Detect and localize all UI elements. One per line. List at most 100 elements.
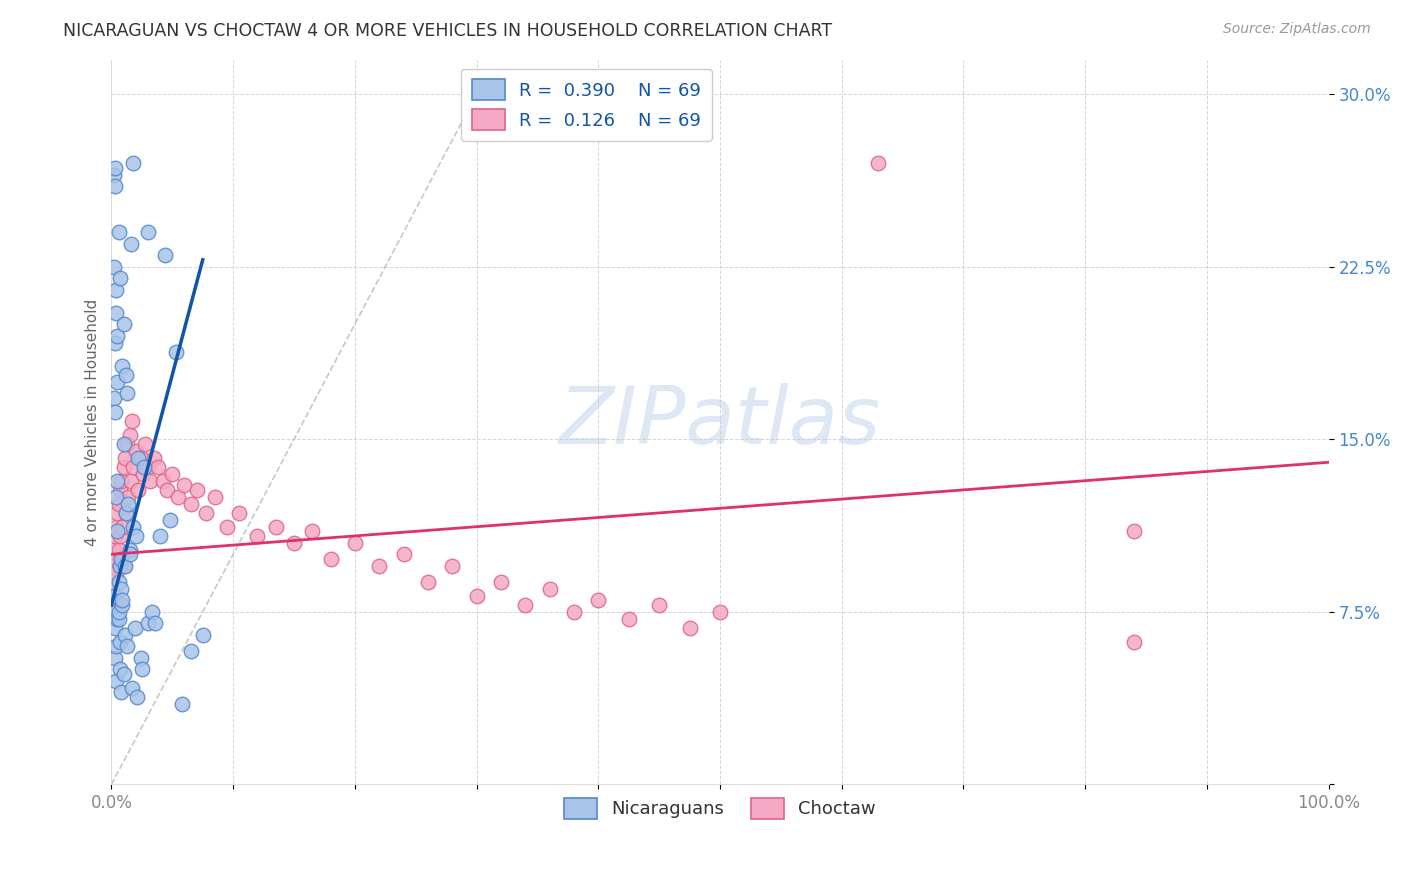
Point [121, 681, 143, 695]
Point [107, 524, 129, 539]
Point [515, 598, 537, 612]
Point [159, 513, 181, 527]
Point [131, 662, 153, 676]
Point [115, 437, 138, 451]
Point [103, 542, 125, 557]
Point [125, 690, 148, 704]
Point [108, 271, 131, 285]
Point [139, 474, 162, 488]
Point [118, 547, 141, 561]
Point [146, 459, 169, 474]
Point [1122, 634, 1144, 648]
Point [868, 156, 890, 170]
Point [132, 467, 155, 481]
Point [538, 582, 561, 596]
Point [110, 685, 132, 699]
Point [118, 427, 141, 442]
Point [134, 437, 156, 451]
Point [392, 547, 415, 561]
Point [107, 375, 129, 389]
Point [228, 506, 250, 520]
Point [465, 589, 488, 603]
Point [104, 161, 127, 175]
Point [191, 628, 214, 642]
Point [107, 225, 129, 239]
Point [111, 359, 134, 373]
Point [122, 519, 145, 533]
Point [165, 344, 187, 359]
Y-axis label: 4 or more Vehicles in Household: 4 or more Vehicles in Household [86, 299, 100, 546]
Point [114, 628, 136, 642]
Point [195, 506, 218, 520]
Point [105, 640, 128, 654]
Point [117, 490, 139, 504]
Point [108, 558, 131, 573]
Point [215, 519, 238, 533]
Point [112, 437, 135, 451]
Point [180, 644, 202, 658]
Point [104, 335, 127, 350]
Point [108, 483, 131, 497]
Point [153, 248, 176, 262]
Point [186, 483, 208, 497]
Point [105, 566, 128, 580]
Point [115, 368, 138, 382]
Point [114, 450, 136, 465]
Point [108, 662, 131, 676]
Point [114, 558, 136, 573]
Point [136, 225, 159, 239]
Point [129, 450, 152, 465]
Point [120, 236, 142, 251]
Point [103, 260, 125, 274]
Point [122, 459, 145, 474]
Point [115, 386, 138, 401]
Point [170, 697, 193, 711]
Point [112, 459, 135, 474]
Point [105, 283, 128, 297]
Point [115, 506, 138, 520]
Point [125, 529, 148, 543]
Point [103, 168, 125, 182]
Point [343, 536, 366, 550]
Point [124, 621, 146, 635]
Point [134, 459, 156, 474]
Legend: Nicaraguans, Choctaw: Nicaraguans, Choctaw [557, 791, 883, 826]
Point [107, 605, 129, 619]
Text: Source: ZipAtlas.com: Source: ZipAtlas.com [1223, 22, 1371, 37]
Point [108, 529, 131, 543]
Point [104, 621, 127, 635]
Point [117, 497, 139, 511]
Point [107, 552, 129, 566]
Point [156, 483, 179, 497]
Point [115, 506, 138, 520]
Point [143, 616, 166, 631]
Point [588, 593, 610, 607]
Point [617, 612, 640, 626]
Point [416, 574, 439, 589]
Point [110, 474, 132, 488]
Point [101, 574, 124, 589]
Point [104, 405, 127, 419]
Point [319, 552, 342, 566]
Point [441, 558, 464, 573]
Point [127, 483, 149, 497]
Point [368, 558, 391, 573]
Point [107, 497, 129, 511]
Point [107, 542, 129, 557]
Point [103, 605, 125, 619]
Point [103, 598, 125, 612]
Point [104, 589, 127, 603]
Point [105, 673, 128, 688]
Point [110, 552, 132, 566]
Point [129, 651, 152, 665]
Point [115, 640, 138, 654]
Point [103, 589, 125, 603]
Point [125, 443, 148, 458]
Point [107, 506, 129, 520]
Point [122, 156, 145, 170]
Point [204, 490, 226, 504]
Point [111, 598, 134, 612]
Point [103, 391, 125, 405]
Point [149, 529, 172, 543]
Point [105, 519, 128, 533]
